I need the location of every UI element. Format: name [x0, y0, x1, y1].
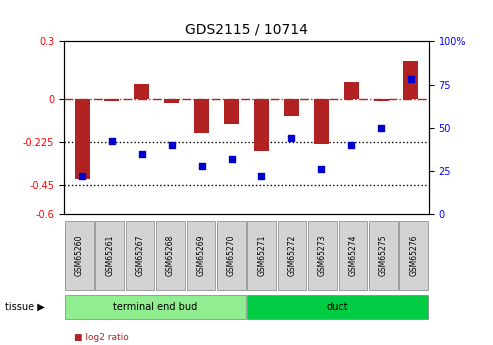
- Text: terminal end bud: terminal end bud: [113, 302, 197, 312]
- Text: GSM65274: GSM65274: [349, 235, 357, 276]
- Point: [168, 142, 176, 148]
- Text: GSM65267: GSM65267: [136, 235, 144, 276]
- Text: GSM65276: GSM65276: [409, 235, 418, 276]
- Text: GSM65271: GSM65271: [257, 235, 266, 276]
- Point: [347, 142, 355, 148]
- Point: [138, 151, 146, 156]
- Point: [287, 135, 295, 141]
- Text: GSM65260: GSM65260: [75, 235, 84, 276]
- Bar: [105, 99, 119, 101]
- Text: GSM65272: GSM65272: [287, 235, 297, 276]
- Bar: [74, 99, 90, 179]
- Point: [407, 77, 415, 82]
- Bar: [224, 99, 239, 124]
- Text: GSM65261: GSM65261: [105, 235, 114, 276]
- Bar: [164, 99, 179, 103]
- Text: GSM65269: GSM65269: [196, 235, 206, 276]
- Bar: [284, 99, 299, 116]
- Text: GDS2115 / 10714: GDS2115 / 10714: [185, 22, 308, 37]
- Text: duct: duct: [327, 302, 349, 312]
- Text: tissue ▶: tissue ▶: [5, 302, 45, 312]
- Bar: [135, 83, 149, 99]
- Bar: [194, 99, 209, 134]
- Point: [78, 173, 86, 179]
- Text: GSM65268: GSM65268: [166, 235, 175, 276]
- Point: [108, 139, 116, 144]
- Text: GSM65273: GSM65273: [318, 235, 327, 276]
- Bar: [254, 99, 269, 151]
- Bar: [314, 99, 329, 144]
- Bar: [344, 82, 358, 99]
- Bar: [374, 99, 388, 101]
- Point: [377, 125, 385, 130]
- Point: [198, 163, 206, 168]
- Point: [257, 173, 265, 179]
- Text: GSM65270: GSM65270: [227, 235, 236, 276]
- Bar: [403, 61, 419, 99]
- Point: [317, 166, 325, 172]
- Point: [228, 156, 236, 161]
- Text: GSM65275: GSM65275: [379, 235, 388, 276]
- Text: ■ log2 ratio: ■ log2 ratio: [74, 333, 129, 342]
